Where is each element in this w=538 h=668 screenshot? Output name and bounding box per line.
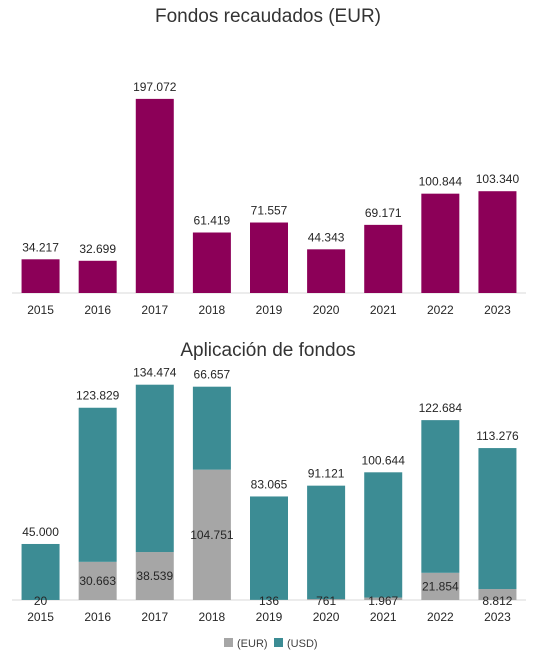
- tick-label-2023: 2023: [484, 303, 511, 317]
- data-label-2018: 61.419: [194, 214, 231, 228]
- bar-usd-2017: [136, 385, 174, 552]
- data-label-2022: 100.844: [419, 175, 463, 189]
- bar-2023: [478, 191, 516, 293]
- bar-usd-2019: [250, 496, 288, 599]
- data-label-usd-2023: 113.276: [476, 429, 519, 443]
- legend-label-usd: (USD): [287, 638, 318, 650]
- tick-label-2018: 2018: [199, 303, 226, 317]
- data-label-2019: 71.557: [251, 204, 288, 218]
- data-label-usd-2022: 122.684: [419, 401, 463, 415]
- data-label-usd-2017: 134.474: [133, 366, 177, 380]
- data-label-2016: 32.699: [79, 242, 116, 256]
- legend: (EUR) (USD): [224, 638, 318, 650]
- tick-label-2021: 2021: [370, 303, 397, 317]
- data-label-2023: 103.340: [476, 172, 520, 186]
- tick-label-2021: 2021: [370, 610, 397, 624]
- bar-2019: [250, 223, 288, 293]
- legend-label-eur: (EUR): [237, 638, 268, 650]
- data-label-eur-2018: 104.751: [190, 528, 234, 542]
- bar-2020: [307, 249, 345, 293]
- bar-usd-2021: [364, 472, 402, 597]
- data-label-usd-2020: 91.121: [308, 467, 345, 481]
- legend-swatch-eur: [224, 638, 233, 647]
- bar-usd-2022: [421, 420, 459, 573]
- tick-label-2015: 2015: [27, 303, 54, 317]
- bar-2018: [193, 233, 231, 293]
- data-label-eur-2019: 136: [259, 594, 279, 608]
- data-label-eur-2023: 8.812: [482, 594, 512, 608]
- tick-label-2022: 2022: [427, 303, 454, 317]
- tick-label-2019: 2019: [256, 303, 283, 317]
- data-label-2015: 34.217: [22, 240, 59, 254]
- data-label-usd-2015: 45.000: [22, 525, 59, 539]
- tick-label-2020: 2020: [313, 610, 340, 624]
- data-label-usd-2019: 83.065: [251, 477, 288, 491]
- bar-usd-2015: [22, 544, 60, 600]
- data-label-eur-2022: 21.854: [422, 579, 459, 593]
- data-label-usd-2016: 123.829: [76, 389, 120, 403]
- data-label-2021: 69.171: [365, 206, 402, 220]
- data-label-eur-2017: 38.539: [136, 569, 173, 583]
- chart-title-funds-raised: Fondos recaudados (EUR): [155, 6, 381, 27]
- legend-swatch-usd: [274, 638, 283, 647]
- bar-usd-2023: [478, 448, 516, 589]
- tick-label-2016: 2016: [84, 303, 111, 317]
- tick-label-2018: 2018: [199, 610, 226, 624]
- chart-funds-application: 45.000 20 2015 123.829 30.663 2016 134.474 38.5…: [12, 366, 526, 624]
- data-label-2020: 44.343: [308, 230, 345, 244]
- bar-2017: [136, 99, 174, 293]
- data-label-usd-2021: 100.644: [362, 453, 406, 467]
- data-label-2017: 197.072: [133, 80, 177, 94]
- tick-label-2017: 2017: [141, 303, 168, 317]
- bar-2016: [79, 261, 117, 293]
- data-label-eur-2015: 20: [34, 594, 48, 608]
- bar-usd-2016: [79, 408, 117, 562]
- data-label-eur-2021: 1.967: [368, 594, 398, 608]
- data-label-usd-2018: 66.657: [194, 368, 231, 382]
- bar-usd-2018: [193, 387, 231, 470]
- tick-label-2015: 2015: [27, 610, 54, 624]
- bar-2021: [364, 225, 402, 293]
- data-label-eur-2020: 761: [316, 594, 336, 608]
- tick-label-2023: 2023: [484, 610, 511, 624]
- bar-usd-2020: [307, 486, 345, 599]
- tick-label-2017: 2017: [141, 610, 168, 624]
- bar-2022: [421, 194, 459, 293]
- tick-label-2016: 2016: [84, 610, 111, 624]
- bar-2015: [22, 259, 60, 293]
- tick-label-2022: 2022: [427, 610, 454, 624]
- tick-label-2019: 2019: [256, 610, 283, 624]
- chart-funds-raised: 34.217 2015 32.699 2016 197.072 2017 61.419 201…: [12, 80, 526, 317]
- data-label-eur-2016: 30.663: [79, 574, 116, 588]
- tick-label-2020: 2020: [313, 303, 340, 317]
- chart-title-funds-application: Aplicación de fondos: [180, 340, 355, 361]
